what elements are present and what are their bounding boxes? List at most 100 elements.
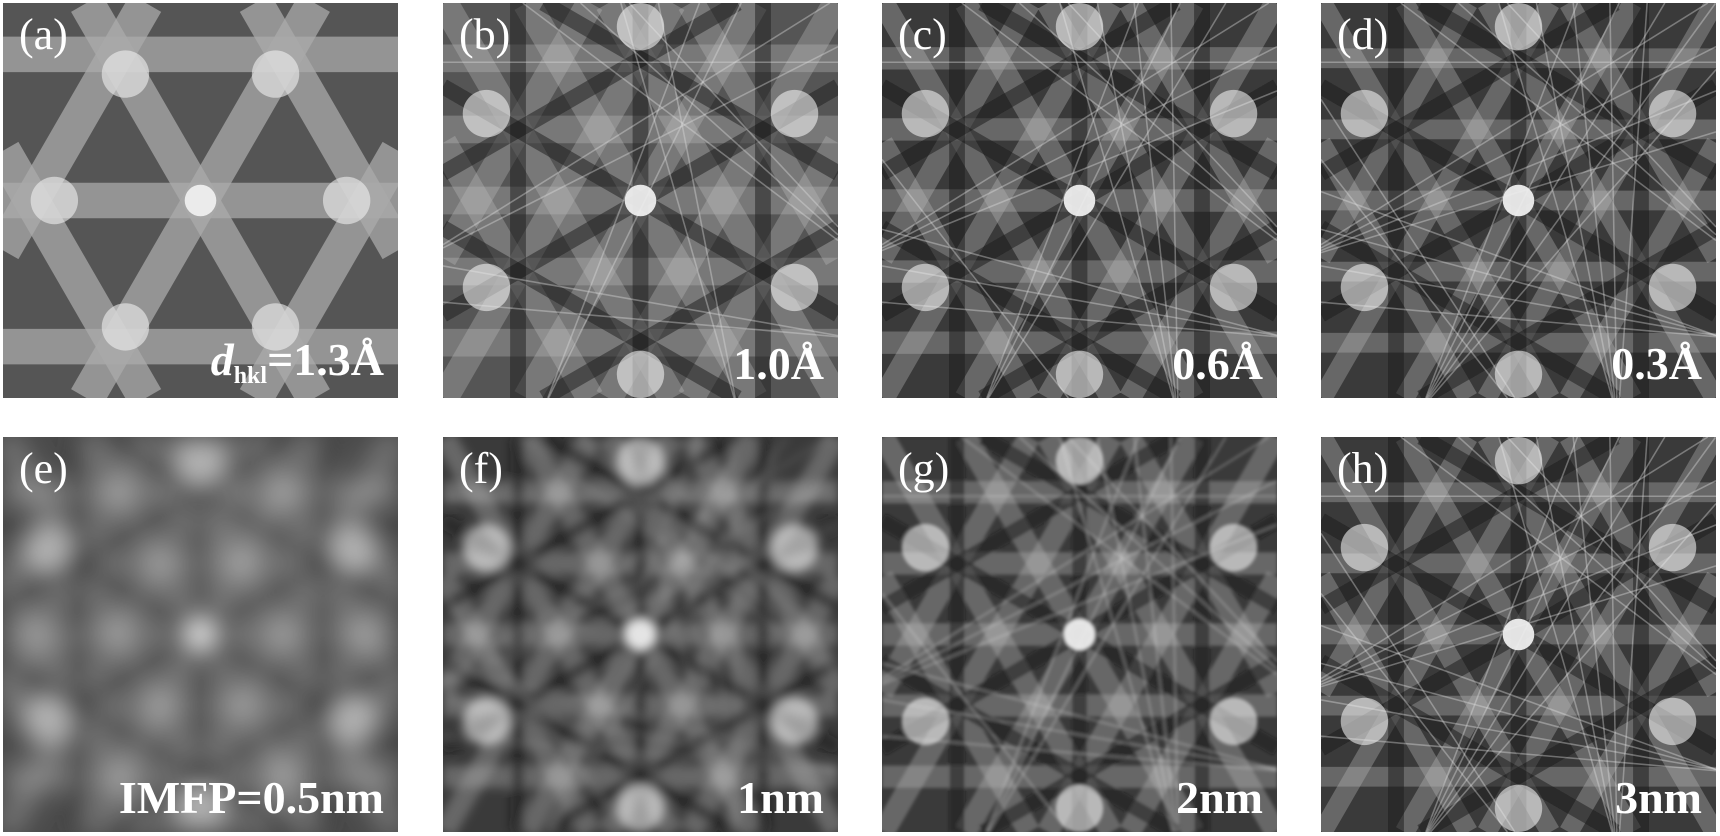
zone-axis-spot	[1209, 263, 1258, 312]
panel-label: 0.6Å	[1172, 338, 1263, 389]
kikuchi-band	[1428, 437, 1716, 832]
kikuchi-band	[547, 3, 701, 398]
kikuchi-band	[882, 437, 1270, 680]
kikuchi-band	[1618, 3, 1648, 398]
kikuchi-band	[1498, 3, 1613, 398]
kikuchi-band	[1096, 3, 1176, 398]
zone-axis-spot	[770, 89, 819, 138]
panel-g: (g) 2nm	[882, 437, 1277, 832]
kikuchi-band	[1059, 3, 1174, 398]
panel-label: IMFP=0.5nm	[118, 772, 384, 823]
kikuchi-band	[443, 662, 838, 770]
kikuchi-band	[1321, 158, 1509, 398]
zone-axis-spot	[1063, 618, 1096, 651]
kikuchi-band	[978, 221, 1277, 398]
zone-axis-spot	[616, 3, 665, 51]
kikuchi-band	[620, 3, 735, 398]
label-variable: d	[210, 334, 234, 385]
kikuchi-band	[882, 265, 1277, 337]
diffraction-pattern	[3, 437, 398, 832]
panel-tag: (c)	[898, 10, 947, 59]
zone-axis-spot	[1055, 3, 1104, 51]
zone-axis-spot	[22, 523, 71, 572]
kikuchi-band	[882, 662, 1277, 770]
zone-axis-spot	[1494, 437, 1543, 485]
kikuchi-band	[657, 437, 737, 832]
kikuchi-band	[978, 655, 1277, 832]
zone-axis-spot	[1494, 784, 1543, 832]
kikuchi-band	[1321, 662, 1716, 770]
kikuchi-band	[443, 301, 838, 338]
zone-axis-spot	[322, 176, 371, 225]
diffraction-pattern	[443, 3, 838, 398]
kikuchi-band	[1425, 437, 1579, 832]
kikuchi-band	[1417, 655, 1716, 832]
kikuchi-band	[882, 3, 1270, 246]
kikuchi-band	[1321, 3, 1709, 246]
kikuchi-band	[882, 301, 1277, 338]
kikuchi-band	[522, 437, 838, 676]
kikuchi-band	[882, 158, 1070, 398]
panel-d: (d) 0.3Å	[1321, 3, 1716, 398]
zone-axis-spot	[1494, 3, 1543, 51]
panel-f: (f) 1nm	[443, 437, 838, 832]
kikuchi-band	[1428, 3, 1716, 398]
kikuchi-band	[628, 3, 838, 228]
panel-label: 1nm	[737, 772, 824, 823]
zone-axis-spot	[251, 50, 300, 98]
kikuchi-band	[986, 437, 1140, 832]
kikuchi-band	[3, 735, 398, 772]
panel-tag: (f)	[459, 444, 503, 493]
kikuchi-band	[1417, 221, 1716, 398]
zone-axis-spot	[330, 523, 379, 572]
kikuchi-band	[1572, 437, 1616, 832]
diffraction-pattern	[3, 3, 398, 398]
diffraction-pattern	[882, 3, 1277, 398]
zone-axis-spot	[1340, 697, 1389, 746]
kikuchi-band	[731, 437, 740, 832]
kikuchi-band	[978, 3, 1277, 180]
kikuchi-band	[3, 479, 398, 683]
zone-axis-spot	[624, 618, 657, 651]
zone-axis-spot	[616, 784, 665, 832]
kikuchi-band	[1572, 3, 1616, 398]
diffraction-pattern	[882, 437, 1277, 832]
kikuchi-band	[1535, 3, 1615, 398]
kikuchi-band	[1133, 437, 1177, 832]
zone-axis-spot	[616, 437, 665, 485]
kikuchi-band	[1417, 437, 1716, 614]
kikuchi-band	[217, 437, 297, 832]
kikuchi-band	[1321, 228, 1716, 336]
kikuchi-band	[443, 699, 838, 771]
panel-a: (a) dhkl=1.3Å	[3, 3, 398, 398]
zone-axis-spot	[101, 303, 150, 351]
diffraction-pattern	[1321, 437, 1716, 832]
kikuchi-band	[539, 221, 838, 398]
kikuchi-band	[882, 45, 1277, 249]
zone-axis-spot	[462, 697, 511, 746]
panel-tag: (g)	[898, 444, 950, 493]
kikuchi-band	[986, 3, 1140, 398]
kikuchi-band	[82, 437, 398, 676]
kikuchi-band	[1133, 3, 1177, 398]
zone-axis-spot	[1502, 184, 1535, 217]
kikuchi-band	[657, 3, 737, 398]
kikuchi-band	[1321, 265, 1716, 337]
zone-axis-spot	[1209, 697, 1258, 746]
panel-tag: (b)	[459, 10, 511, 59]
kikuchi-band	[1321, 99, 1516, 398]
kikuchi-band	[99, 655, 398, 832]
zone-axis-spot	[1340, 89, 1389, 138]
kikuchi-band	[1059, 437, 1174, 832]
kikuchi-band	[882, 479, 1277, 683]
panel-tag: (d)	[1337, 10, 1389, 59]
kikuchi-band	[1321, 437, 1709, 680]
kikuchi-band	[180, 437, 295, 832]
zone-axis-spot	[1055, 350, 1104, 398]
kikuchi-band	[1321, 592, 1509, 832]
zone-axis-spot	[30, 176, 79, 225]
zone-axis-spot	[251, 303, 300, 351]
kikuchi-band	[1321, 301, 1716, 338]
kikuchi-band	[987, 3, 1227, 398]
kikuchi-band	[443, 437, 831, 680]
